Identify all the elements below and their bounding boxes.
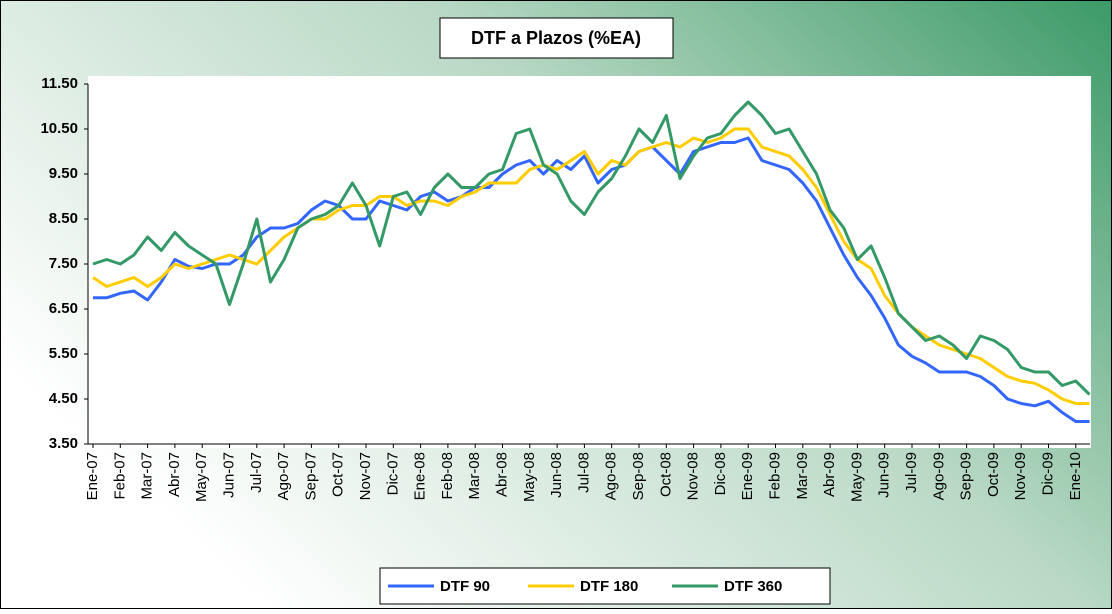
x-tick-label: Dic-08 [712, 452, 729, 495]
title-box [439, 17, 674, 59]
x-tick-label: Abr-07 [166, 452, 183, 497]
x-tick-label: Dic-09 [1039, 452, 1056, 495]
x-tick-label: May-08 [521, 452, 538, 502]
legend-box [379, 567, 831, 605]
x-tick-label: Feb-07 [111, 452, 128, 500]
y-tick-label: 6.50 [49, 300, 78, 317]
x-tick-label: Ago-07 [275, 452, 292, 500]
data-line [92, 127, 1090, 405]
y-tick-label: 3.50 [49, 435, 78, 452]
x-tick-label: Mar-08 [466, 452, 483, 500]
x-tick-label: Oct-08 [657, 452, 674, 497]
legend-label: DTF 90 [440, 578, 490, 595]
legend: DTF 90 DTF 180 DTF 360 [388, 578, 782, 595]
data-line [92, 100, 1091, 396]
plot-area [88, 76, 1091, 448]
x-tick-label: Oct-07 [330, 452, 347, 497]
x-tick-label: Feb-08 [439, 452, 456, 500]
x-tick-label: May-09 [848, 452, 865, 502]
x-tick-label: Mar-09 [794, 452, 811, 500]
x-tick-label: Ene-08 [412, 452, 429, 500]
x-tick-label: Jun-09 [876, 452, 893, 498]
x-tick-label: Mar-07 [139, 452, 156, 500]
x-tick-label: Jun-08 [548, 452, 565, 498]
x-tick-label: Ene-07 [84, 452, 101, 500]
y-tick-label: 7.50 [49, 255, 78, 272]
y-tick-label: 9.50 [49, 165, 78, 182]
x-tick-label: Jul-09 [903, 452, 920, 493]
x-tick-label: Ago-08 [603, 452, 620, 500]
legend-label: DTF 180 [580, 578, 638, 595]
y-tick-label: 11.50 [41, 75, 78, 92]
x-tick-label: Dic-07 [384, 452, 401, 495]
x-tick-label: Ene-10 [1067, 452, 1084, 500]
y-tick-label: 8.50 [49, 210, 78, 227]
chart-title: DTF a Plazos (%EA) [471, 28, 641, 48]
x-tick-label: Sep-09 [958, 452, 975, 500]
x-tick-label: Abr-09 [821, 452, 838, 497]
x-tick-label: Sep-07 [302, 452, 319, 500]
x-tick-label: Ene-09 [739, 452, 756, 500]
y-tick-label: 4.50 [49, 390, 78, 407]
x-tick-label: Jul-07 [248, 452, 265, 493]
x-tick-label: Nov-09 [1012, 452, 1029, 500]
x-tick-label: Jul-08 [575, 452, 592, 493]
x-tick-label: Sep-08 [630, 452, 647, 500]
x-tick-label: Oct-09 [985, 452, 1002, 497]
y-tick-label: 5.50 [49, 345, 78, 362]
x-tick-label: Nov-07 [357, 452, 374, 500]
legend-label: DTF 360 [724, 578, 782, 595]
x-tick-label: Abr-08 [493, 452, 510, 497]
x-tick-label: Feb-09 [766, 452, 783, 500]
x-tick-label: May-07 [193, 452, 210, 502]
y-tick-label: 10.50 [40, 120, 78, 137]
x-tick-label: Jun-07 [220, 452, 237, 498]
x-tick-label: Nov-08 [685, 452, 702, 500]
x-tick-label: Ago-09 [930, 452, 947, 500]
